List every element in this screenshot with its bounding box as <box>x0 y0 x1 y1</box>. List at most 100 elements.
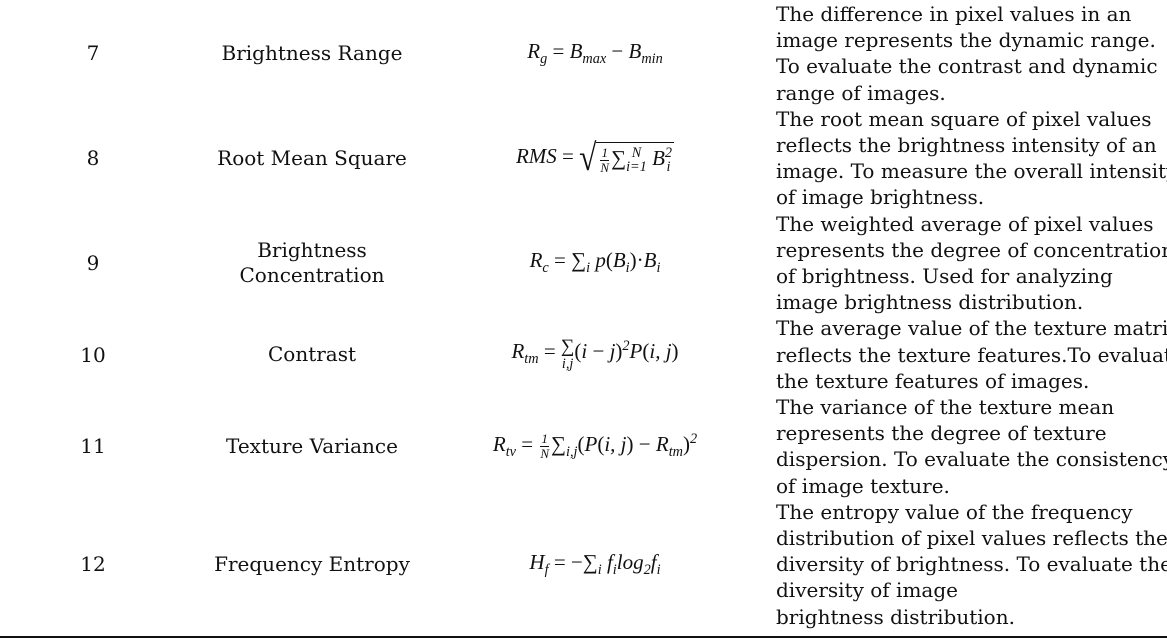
table-row: 10 Contrast Rtm = ∑ i,j (i − j)2P(i, j) The a… <box>0 315 1167 394</box>
metric-description: The difference in pixel values in an imag… <box>776 1 1167 106</box>
formula-operator: ∑ <box>551 432 567 457</box>
description-line: The average value of the texture matrix <box>776 316 1167 341</box>
row-number: 7 <box>86 41 100 66</box>
formula-subscript: c <box>542 260 549 277</box>
metric-name-line: Texture Variance <box>226 433 398 458</box>
formula-operator: = −∑ <box>548 549 598 574</box>
metric-description: The weighted average of pixel values repr… <box>776 211 1167 316</box>
radical-sign: √ <box>579 136 597 179</box>
formula-subscript: i <box>612 561 617 578</box>
formula-symbol: i, j <box>604 432 627 457</box>
formula-symbol: f <box>606 549 613 574</box>
description-line: image. To measure the overall intensity <box>776 159 1167 184</box>
description-line: The weighted average of pixel values <box>776 211 1154 236</box>
formula-symbol: P <box>584 432 598 457</box>
formula-operator: ( <box>574 339 582 364</box>
description-line: distribution of pixel values reflects th… <box>776 525 1167 550</box>
formula-superscript: N <box>631 144 642 161</box>
metric-name-line: Contrast <box>267 342 357 367</box>
formula-subscript: tm <box>524 351 539 368</box>
description-line: The variance of the texture mean <box>776 394 1115 419</box>
table-row: 12 Frequency Entropy Hf = −∑i filog2fi The … <box>0 499 1167 630</box>
row-number: 9 <box>86 250 100 275</box>
fraction-denominator: N <box>600 159 610 175</box>
formula-subscript: tm <box>668 444 683 461</box>
table-bottom-rule <box>0 636 1167 638</box>
metric-name: Brightness Concentration <box>192 238 432 288</box>
formula-subscript: i <box>597 561 602 578</box>
formula-subscript: g <box>540 50 548 67</box>
table-row: 7 Brightness Range Rg = Bmax − Bmin The dif… <box>0 1 1167 106</box>
formula-symbol: R <box>527 38 541 63</box>
metric-name: Root Mean Square <box>192 146 432 171</box>
description-line: brightness distribution. <box>776 604 1015 629</box>
formula-symbol: B <box>628 38 642 63</box>
formula-subscript: i <box>656 561 661 578</box>
description-line: reflects the texture features.To evaluat… <box>776 342 1167 367</box>
metric-name: Texture Variance <box>192 434 432 459</box>
formula-operator: = ∑ <box>548 248 587 273</box>
metric-description: The entropy value of the frequency distri… <box>776 499 1167 630</box>
description-line: image represents the dynamic range. <box>776 28 1156 53</box>
row-number: 10 <box>80 342 106 367</box>
description-line: represents the degree of concentration <box>776 237 1167 262</box>
description-line: dispersion. To evaluate the consistency <box>776 447 1167 472</box>
formula-symbol: R <box>529 248 543 273</box>
metric-name: Frequency Entropy <box>192 552 432 577</box>
formula-symbol: p <box>595 248 606 273</box>
formula-symbol: B <box>612 248 626 273</box>
description-line: The entropy value of the frequency <box>776 499 1133 524</box>
formula-operator: ( <box>577 432 585 457</box>
formula-operator: − <box>587 339 610 364</box>
formula-symbol: f <box>650 549 657 574</box>
formula-symbol: log <box>616 549 644 574</box>
row-number: 11 <box>80 434 106 459</box>
formula-symbol: R <box>655 432 669 457</box>
formula-subscript: f <box>544 561 549 578</box>
metric-description: The variance of the texture mean represen… <box>776 394 1167 499</box>
formula-subscript: i,j <box>566 444 578 461</box>
description-line: range of images. <box>776 80 946 105</box>
formula-symbol: j <box>609 339 616 364</box>
formula-symbol: R <box>511 339 525 364</box>
metric-name-line: Root Mean Square <box>217 145 407 170</box>
metric-name: Brightness Range <box>192 41 432 66</box>
metric-formula: Rtm = ∑ i,j (i − j)2P(i, j) <box>430 336 760 371</box>
formula-subscript: i <box>625 260 630 277</box>
description-line: To evaluate the contrast and dynamic <box>776 54 1158 79</box>
metric-name-line: Brightness <box>257 237 367 262</box>
description-line: of brightness. Used for analyzing <box>776 264 1113 288</box>
formula-operator: ∑ <box>611 146 627 170</box>
description-line: The difference in pixel values in an <box>776 2 1132 26</box>
formula-symbol: B <box>652 146 665 170</box>
metric-formula: Hf = −∑i filog2fi <box>430 550 760 579</box>
metric-name-line: Frequency Entropy <box>214 551 410 576</box>
table-row: 9 Brightness Concentration Rc = ∑i p(Bi)·Bi… <box>0 211 1167 316</box>
metric-description: The root mean square of pixel values refl… <box>776 106 1167 211</box>
formula-operator: ) − <box>626 432 656 457</box>
formula-subscript: max <box>582 50 607 67</box>
metrics-table: 7 Brightness Range Rg = Bmax − Bmin The dif… <box>0 1 1167 630</box>
metric-name-line: Brightness Range <box>221 40 403 65</box>
formula-operator: ( <box>597 432 605 457</box>
formula-operator: − <box>606 38 629 63</box>
description-line: diversity of image <box>776 578 958 603</box>
metric-name-line: Concentration <box>239 262 385 287</box>
formula-symbol: R <box>492 432 506 457</box>
fraction-numerator: 1 <box>540 431 550 447</box>
formula-superscript: 2 <box>622 338 630 355</box>
fraction-denominator: N <box>540 445 550 461</box>
formula-symbol: P <box>629 339 643 364</box>
table-row: 11 Texture Variance Rtv = 1 N ∑i,j(P(i, j) −… <box>0 394 1167 499</box>
description-line: represents the degree of texture <box>776 421 1107 446</box>
formula-symbol: i <box>581 339 588 364</box>
sum-symbol: ∑ <box>560 336 575 358</box>
formula-operator: )· <box>629 248 644 273</box>
formula-subscript: 2 <box>643 561 651 578</box>
formula-superscript: 2 <box>664 144 673 161</box>
formula-subscript: tv <box>505 444 516 461</box>
formula-operator: ) <box>615 339 623 364</box>
